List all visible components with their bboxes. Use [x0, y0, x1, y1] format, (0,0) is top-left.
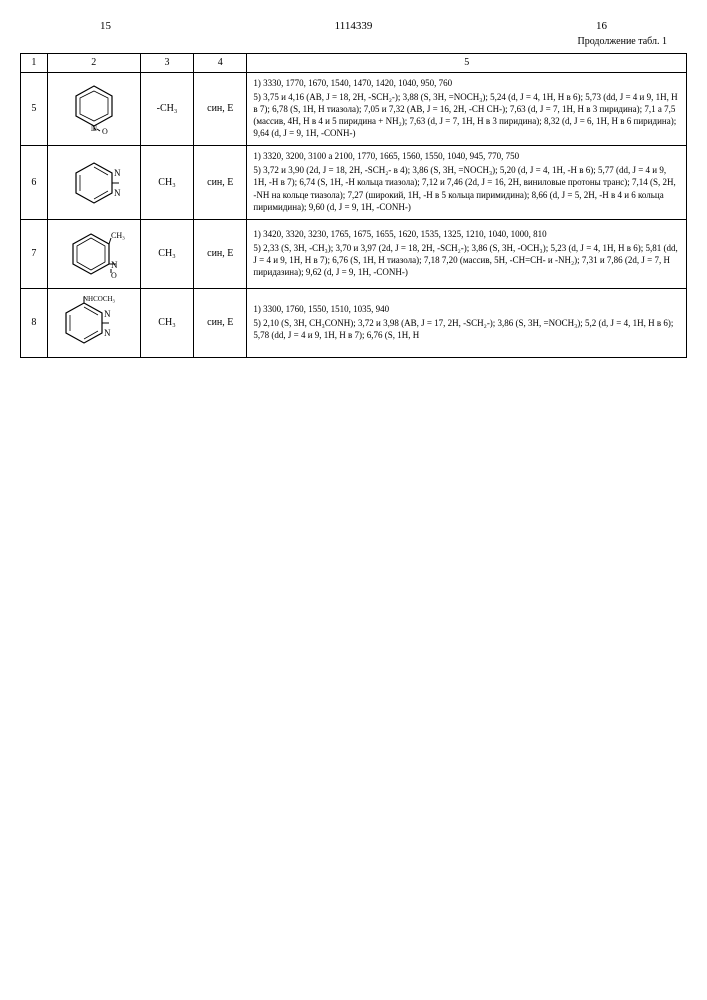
svg-text:N: N	[111, 260, 118, 270]
nmr-data: 5) 3,75 и 4,16 (AB, J = 18, 2H, -SCH₂-);…	[253, 91, 680, 140]
structure-cell: CH₃ N O	[47, 219, 140, 288]
methyl-pyridine-n-oxide-icon: CH₃ N O	[61, 224, 126, 284]
col-header-1: 1	[21, 54, 48, 73]
col-header-5: 5	[247, 54, 687, 73]
ir-data: 1) 3330, 1770, 1670, 1540, 1470, 1420, 1…	[253, 77, 680, 89]
table-row: 6 N N CH₃ син, E 1) 3320, 3200, 3100 а 2…	[21, 146, 687, 220]
table-caption: Продолжение табл. 1	[20, 36, 687, 47]
nmr-data: 5) 2,10 (S, 3H, CH₃CONH); 3,72 и 3,98 (A…	[253, 317, 680, 341]
col-header-4: 4	[194, 54, 247, 73]
col-header-3: 3	[140, 54, 193, 73]
svg-text:N: N	[104, 309, 111, 319]
structure-cell: N N	[47, 146, 140, 220]
isomer: син, E	[194, 219, 247, 288]
page-left: 15	[100, 20, 111, 32]
svg-text:N: N	[104, 328, 111, 338]
data-table: 1 2 3 4 5 5 N O -CH₃ син, E 1) 3330, 177…	[20, 53, 687, 358]
row-number: 5	[21, 72, 48, 146]
page-header: 15 1114339 16	[20, 20, 687, 32]
page-right: 16	[596, 20, 607, 32]
row-number: 7	[21, 219, 48, 288]
page-center: 1114339	[335, 20, 373, 32]
row-number: 8	[21, 288, 48, 357]
nmr-data: 5) 3,72 и 3,90 (2d, J = 18, 2H, -SCH₂- в…	[253, 164, 680, 213]
svg-text:NHCOCH₃: NHCOCH₃	[83, 295, 116, 303]
spectral-data: 1) 3330, 1770, 1670, 1540, 1470, 1420, 1…	[247, 72, 687, 146]
isomer: син, E	[194, 146, 247, 220]
svg-text:N: N	[114, 188, 121, 198]
r-group: -CH₃	[140, 72, 193, 146]
table-row: 8 NHCOCH₃ N N CH₃ син, E 1) 3300, 1760, …	[21, 288, 687, 357]
nmr-data: 5) 2,33 (S, 3H, -CH₃); 3,70 и 3,97 (2d, …	[253, 242, 680, 278]
r-group: CH₃	[140, 288, 193, 357]
table-header-row: 1 2 3 4 5	[21, 54, 687, 73]
structure-cell: N O	[47, 72, 140, 146]
svg-text:CH₃: CH₃	[111, 231, 125, 240]
svg-text:O: O	[111, 271, 117, 280]
spectral-data: 1) 3300, 1760, 1550, 1510, 1035, 940 5) …	[247, 288, 687, 357]
r-group: CH₃	[140, 146, 193, 220]
col-header-2: 2	[47, 54, 140, 73]
ir-data: 1) 3420, 3320, 3230, 1765, 1675, 1655, 1…	[253, 228, 680, 240]
spectral-data: 1) 3420, 3320, 3230, 1765, 1675, 1655, 1…	[247, 219, 687, 288]
svg-text:O: O	[102, 127, 108, 136]
acetamido-pyridazine-icon: NHCOCH₃ N N	[59, 293, 129, 353]
isomer: син, E	[194, 72, 247, 146]
r-group: CH₃	[140, 219, 193, 288]
spectral-data: 1) 3320, 3200, 3100 а 2100, 1770, 1665, …	[247, 146, 687, 220]
row-number: 6	[21, 146, 48, 220]
ir-data: 1) 3320, 3200, 3100 а 2100, 1770, 1665, …	[253, 150, 680, 162]
pyrimidine-icon: N N	[64, 155, 124, 210]
pyridine-n-oxide-icon: N O	[64, 81, 124, 136]
structure-cell: NHCOCH₃ N N	[47, 288, 140, 357]
table-row: 7 CH₃ N O CH₃ син, E 1) 3420, 3320, 3230…	[21, 219, 687, 288]
svg-text:N: N	[114, 168, 121, 178]
ir-data: 1) 3300, 1760, 1550, 1510, 1035, 940	[253, 303, 680, 315]
table-row: 5 N O -CH₃ син, E 1) 3330, 1770, 1670, 1…	[21, 72, 687, 146]
isomer: син, E	[194, 288, 247, 357]
